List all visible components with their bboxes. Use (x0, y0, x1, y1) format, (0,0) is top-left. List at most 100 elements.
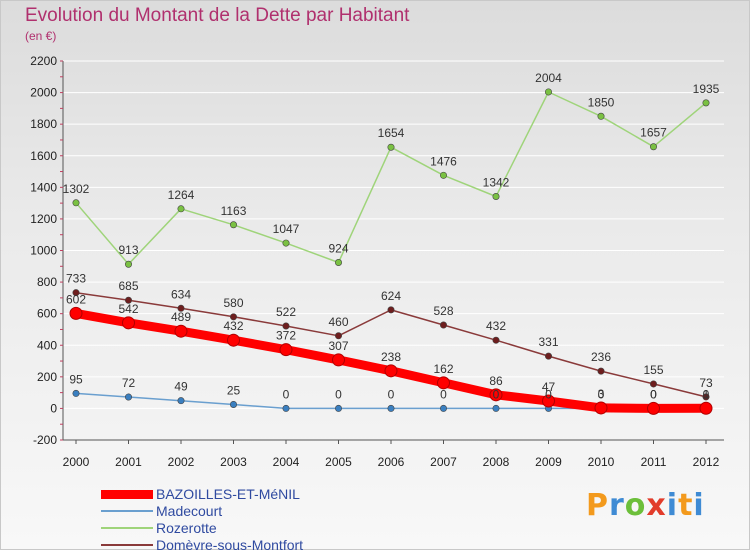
data-point (387, 404, 395, 412)
y-tick-label: 400 (37, 338, 57, 352)
data-label: 580 (223, 296, 243, 310)
data-label: 0 (650, 387, 657, 401)
data-point (334, 259, 342, 267)
data-point (72, 389, 80, 397)
data-point (384, 364, 398, 378)
data-point (387, 306, 395, 314)
data-point (334, 404, 342, 412)
legend-label: Domèvre-sous-Montfort (156, 537, 304, 553)
chart-subtitle: (en €) (25, 29, 57, 43)
data-label: 528 (433, 304, 453, 318)
data-point (439, 404, 447, 412)
data-point (492, 404, 500, 412)
data-label: 72 (122, 376, 136, 390)
data-point (282, 404, 290, 412)
y-tick-label: 1400 (30, 180, 57, 194)
legend-swatch (101, 510, 153, 512)
data-label: 1 (703, 387, 710, 401)
y-tick-label: 0 (50, 401, 57, 415)
x-tick-label: 2005 (325, 455, 352, 469)
data-label: 2004 (535, 71, 562, 85)
x-tick-label: 2004 (273, 455, 300, 469)
data-label: 0 (598, 387, 605, 401)
data-label: 460 (328, 315, 348, 329)
data-point (230, 313, 238, 321)
data-label: 1264 (168, 188, 195, 202)
data-point (125, 296, 133, 304)
data-point (597, 112, 605, 120)
data-point (544, 88, 552, 96)
data-label: 155 (643, 363, 663, 377)
data-point (230, 400, 238, 408)
x-tick-label: 2006 (378, 455, 405, 469)
data-label: 432 (223, 319, 243, 333)
data-point (597, 367, 605, 375)
data-label: 522 (276, 305, 296, 319)
data-label: 0 (703, 387, 710, 401)
data-point (334, 332, 342, 340)
data-label: 236 (591, 350, 611, 364)
data-label: 1302 (63, 182, 90, 196)
data-label: 1047 (273, 222, 300, 236)
data-label: 238 (381, 350, 401, 364)
data-label: 1850 (588, 95, 615, 109)
y-tick-label: 1200 (30, 212, 57, 226)
data-label: 49 (174, 380, 188, 394)
data-point (439, 321, 447, 329)
data-point (699, 401, 713, 415)
data-label: 733 (66, 272, 86, 286)
data-point (174, 324, 188, 338)
legend-label: BAZOILLES-ET-MéNIL (156, 486, 300, 502)
legend-label: Madecourt (156, 503, 223, 519)
data-label: 0 (283, 387, 290, 401)
data-label: 1654 (378, 126, 405, 140)
data-label: 1476 (430, 154, 457, 168)
data-point (492, 192, 500, 200)
data-point (122, 316, 135, 330)
data-point (332, 353, 345, 367)
data-label: 0 (335, 387, 342, 401)
data-point (647, 401, 660, 415)
data-label: 95 (69, 372, 83, 386)
data-point (230, 221, 238, 229)
data-label: 542 (118, 302, 138, 316)
data-label: 331 (538, 335, 558, 349)
chart-title: Evolution du Montant de la Dette par Hab… (25, 5, 410, 26)
data-point (69, 306, 83, 320)
data-label: 0 (650, 387, 657, 401)
data-label: 1163 (221, 204, 247, 218)
data-point (594, 401, 608, 415)
series-line-3 (75, 91, 707, 265)
data-point (282, 239, 290, 247)
data-label: 0 (493, 387, 500, 401)
legend-swatch (101, 527, 153, 529)
legend-label: Rozerotte (156, 520, 217, 536)
x-tick-label: 2000 (63, 455, 90, 469)
x-tick-label: 2007 (430, 455, 457, 469)
data-label: 0 (545, 387, 552, 401)
data-label: 307 (328, 339, 348, 353)
y-tick-label: 1800 (30, 117, 57, 131)
data-point (492, 336, 500, 344)
data-point (387, 143, 395, 151)
legend-swatch (101, 490, 153, 499)
y-tick-label: -200 (33, 433, 57, 447)
y-tick-label: 1000 (30, 244, 57, 258)
x-tick-label: 2011 (641, 455, 667, 469)
data-label: 1342 (483, 175, 510, 189)
y-tick-label: 800 (37, 275, 57, 289)
data-point (177, 205, 185, 213)
data-point (649, 380, 657, 388)
proxiti-logo: Proxiti (586, 488, 705, 523)
data-label: 0 (388, 387, 395, 401)
x-tick-label: 2002 (168, 455, 195, 469)
data-point (544, 352, 552, 360)
x-tick-label: 2008 (483, 455, 510, 469)
data-point (279, 343, 293, 357)
data-label: 47 (542, 380, 556, 394)
data-label: 602 (66, 292, 86, 306)
legend-swatch (101, 544, 153, 546)
data-point (489, 388, 503, 402)
data-label: 162 (433, 362, 453, 376)
